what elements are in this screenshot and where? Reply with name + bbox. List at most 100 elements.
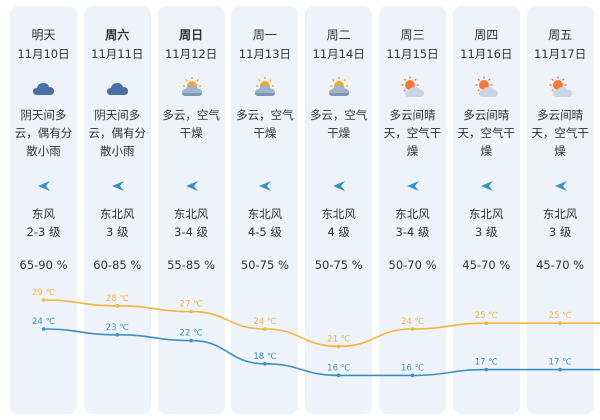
cloudy-icon — [105, 76, 131, 98]
wind-direction-label: 东风 — [32, 207, 55, 221]
wind-level-label: 3 级 — [548, 225, 572, 239]
low-temperature-point — [41, 327, 46, 331]
weather-description-line: 多云间晴 — [389, 108, 436, 122]
low-temperature-point — [115, 333, 120, 337]
weather-description-line: 多云，空气 — [162, 108, 220, 122]
forecast-column: 明天 11月10日 阴天间多 云，偶有分 散小雨 东风 2-3 级 65-90 % — [10, 6, 77, 414]
high-temperature-label: 25 ℃ — [549, 311, 573, 321]
low-temperature-point — [336, 373, 341, 378]
cloudy-icon — [31, 76, 57, 98]
sunny-cloudy-icon — [474, 76, 500, 98]
wind-direction-label: 东北风 — [100, 207, 135, 221]
partly-cloudy-icon — [179, 76, 205, 98]
forecast-column: 周五 11月17日 多云间晴 天，空气干燥东北风 3 级 45-70 % — [527, 6, 594, 414]
weather-description: 多云间晴 天，空气干燥 — [455, 106, 518, 160]
high-temperature-point — [189, 309, 193, 314]
low-temperature-point — [410, 373, 415, 378]
forecast-column: 周四 11月16日 多云间晴 天，空气干燥东北风 3 级 45-70 % — [453, 6, 520, 414]
forecast-column: 周一 11月13日 多云，空气 干燥 东北风 4-5 级 50-75 % — [231, 6, 298, 414]
wind-direction-icon — [406, 177, 420, 191]
high-temperature-point — [263, 327, 267, 331]
day-label: 周一 — [252, 28, 277, 42]
weather-description-line: 天，空气干 — [457, 126, 516, 140]
wind-direction-icon — [332, 177, 346, 191]
sunny-cloudy-icon — [548, 76, 574, 98]
humidity-label: 55-85 % — [167, 258, 216, 272]
weather-description-line: 干燥 — [253, 126, 277, 140]
high-temperature-point — [558, 321, 562, 326]
weather-description-line: 干燥 — [327, 126, 351, 140]
day-label: 周五 — [548, 28, 573, 42]
forecast-column: 周日 11月12日 多云，空气 干燥 东北风 3-4 级 55-85 % — [158, 6, 225, 414]
weather-description-line: 多云，空气 — [309, 108, 368, 122]
weather-description: 阴天间多 云，偶有分 散小雨 — [86, 106, 149, 160]
wind-level-label: 2-3 级 — [26, 225, 61, 239]
low-temperature-point — [263, 362, 267, 366]
day-label: 周二 — [326, 28, 351, 42]
forecast-card[interactable] — [83, 6, 151, 414]
wind-direction-icon — [111, 177, 125, 191]
high-temperature-label: 25 ℃ — [475, 311, 499, 321]
humidity-label: 50-75 % — [314, 258, 363, 272]
low-temperature-label: 23 ℃ — [106, 323, 130, 333]
wind-direction-icon — [258, 177, 272, 191]
wind-direction-icon — [480, 177, 494, 191]
weather-description-line: 云，偶有分 — [88, 126, 147, 140]
weather-description: 多云，空气干燥 — [160, 106, 223, 142]
wind-level-label: 3-4 级 — [395, 225, 430, 239]
wind-level-label: 4-5 级 — [247, 225, 282, 239]
weather-description-line: 多云，空气 — [236, 108, 294, 122]
day-label: 明天 — [31, 28, 56, 42]
weather-description-line: 多云间晴 — [537, 108, 584, 122]
forecast-column: 周二 11月14日 多云，空气干燥东北风 4 级 50-75 % — [305, 6, 372, 414]
wind-level-label: 3 级 — [475, 225, 498, 239]
day-label: 周三 — [400, 28, 425, 42]
humidity-label: 45-70 % — [536, 258, 585, 272]
weather-description-line: 散小雨 — [100, 144, 135, 158]
forecast-card[interactable] — [526, 6, 594, 414]
high-temperature-label: 21 ℃ — [327, 334, 351, 344]
low-temperature-label: 16 ℃ — [327, 363, 351, 373]
forecast-card[interactable] — [10, 6, 77, 414]
partly-cloudy-icon — [326, 76, 352, 98]
high-temperature-point — [115, 304, 120, 308]
date-label: 11月15日 — [386, 47, 439, 61]
low-temperature-label: 17 ℃ — [475, 358, 499, 368]
low-temperature-point — [484, 367, 489, 372]
weather-description-line: 云，偶有分 — [14, 126, 73, 140]
forecast-card[interactable] — [157, 6, 225, 414]
forecast-card[interactable] — [379, 6, 446, 414]
wind-direction-icon — [37, 177, 51, 191]
low-temperature-label: 22 ℃ — [180, 329, 204, 339]
weather-description: 多云间晴天，空气干燥 — [529, 106, 592, 160]
date-label: 11月14日 — [312, 47, 365, 61]
weather-description-line: 天，空气干 — [531, 126, 589, 140]
wind-direction-label: 东北风 — [321, 207, 356, 221]
low-temperature-point — [558, 367, 562, 372]
low-temperature-line — [43, 328, 600, 377]
forecast-card[interactable] — [231, 6, 299, 414]
wind-level-label: 4 级 — [327, 225, 350, 239]
wind-direction-label: 东北风 — [395, 207, 430, 221]
weather-description-line: 燥 — [480, 144, 493, 158]
date-label: 11月11日 — [91, 47, 144, 61]
high-temperature-point — [336, 344, 341, 349]
weather-description-line: 燥 — [406, 144, 419, 158]
weather-description-line: 燥 — [554, 144, 566, 158]
weather-description-line: 天，空气干 — [383, 126, 442, 140]
high-temperature-label: 24 ℃ — [253, 317, 277, 327]
wind-direction-label: 东北风 — [173, 207, 209, 221]
wind-direction-label: 东北风 — [469, 207, 504, 221]
wind-level-label: 3 级 — [106, 225, 129, 239]
day-label: 周四 — [474, 28, 499, 42]
humidity-label: 60-85 % — [93, 258, 142, 272]
humidity-label: 65-90 % — [19, 258, 68, 272]
weather-description-line: 干燥 — [179, 126, 203, 140]
forecast-card[interactable] — [452, 6, 520, 414]
high-temperature-label: 24 ℃ — [401, 317, 425, 327]
high-temperature-label: 27 ℃ — [180, 300, 204, 310]
sunny-cloudy-icon — [400, 76, 426, 98]
date-label: 11月16日 — [460, 47, 513, 61]
wind-level-label: 3-4 级 — [174, 225, 209, 239]
